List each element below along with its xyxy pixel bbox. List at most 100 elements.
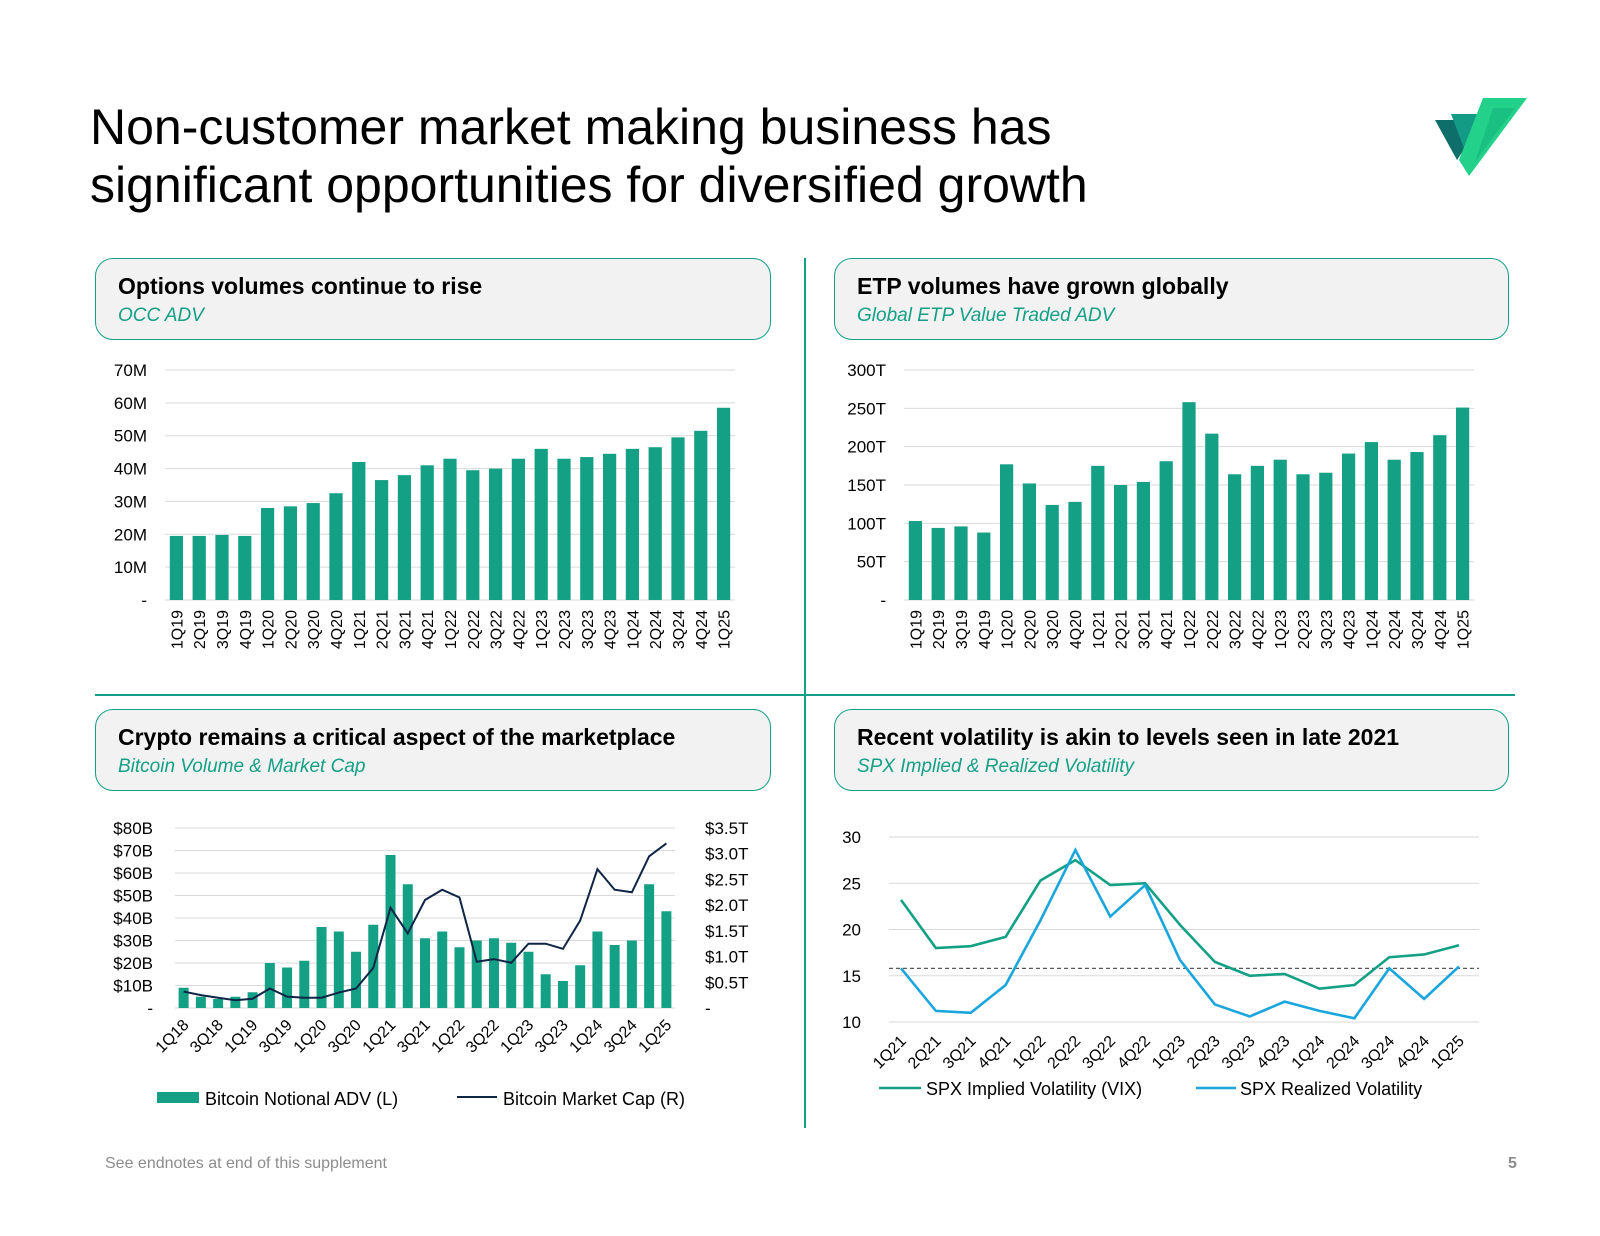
bar xyxy=(1319,472,1333,600)
x-tick-label: 2Q19 xyxy=(192,610,209,649)
bar xyxy=(1455,407,1470,600)
vertical-divider xyxy=(804,258,806,1128)
x-tick-label: 2Q23 xyxy=(557,610,574,649)
bar xyxy=(1410,452,1424,600)
x-tick-label: 3Q20 xyxy=(325,1017,365,1057)
bar xyxy=(1250,465,1265,600)
x-tick-label: 3Q21 xyxy=(394,1017,434,1057)
y-tick-label: 20M xyxy=(114,525,147,544)
x-tick-label: 1Q20 xyxy=(291,1017,331,1057)
crypto-panel-header: Crypto remains a critical aspect of the … xyxy=(95,709,771,791)
x-tick-label: 3Q19 xyxy=(954,610,971,649)
x-tick-label: 3Q22 xyxy=(463,1017,503,1057)
x-tick-label: 2Q22 xyxy=(466,610,483,649)
x-tick-label: 1Q25 xyxy=(1456,610,1473,649)
bar xyxy=(215,534,229,600)
x-tick-label: 4Q24 xyxy=(1393,1033,1433,1073)
bar xyxy=(488,938,499,1008)
y-tick-label: 40M xyxy=(114,460,147,479)
y-right-tick-label: $1.5T xyxy=(705,922,748,941)
y-left-tick-label: $30B xyxy=(113,932,153,951)
bar xyxy=(443,458,457,600)
bar xyxy=(908,521,923,600)
x-tick-label: 1Q25 xyxy=(636,1017,676,1057)
x-tick-label: 4Q21 xyxy=(420,610,437,649)
y-left-tick-label: $50B xyxy=(113,887,153,906)
options-panel-title: Options volumes continue to rise xyxy=(118,273,483,299)
y-tick-label: 50M xyxy=(114,427,147,446)
y-tick-label: 30M xyxy=(114,492,147,511)
x-tick-label: 3Q24 xyxy=(671,610,688,649)
x-tick-label: 3Q22 xyxy=(1079,1033,1119,1073)
crypto-panel-title: Crypto remains a critical aspect of the … xyxy=(118,724,676,750)
bar xyxy=(306,503,320,600)
y-left-tick-label: $60B xyxy=(113,864,153,883)
y-right-tick-label: $3.5T xyxy=(705,820,748,838)
page-number: 5 xyxy=(1508,1155,1517,1172)
y-right-tick-label: $2.5T xyxy=(705,870,748,889)
x-tick-label: 1Q24 xyxy=(567,1017,607,1057)
bar xyxy=(540,974,551,1008)
x-tick-label: 3Q20 xyxy=(1045,610,1062,649)
x-tick-label: 4Q19 xyxy=(238,610,255,649)
x-tick-label: 2Q22 xyxy=(1205,610,1222,649)
x-tick-label: 1Q19 xyxy=(908,610,925,649)
bar xyxy=(931,527,945,600)
bar xyxy=(534,448,548,600)
bar xyxy=(954,526,968,600)
x-tick-label: 3Q24 xyxy=(601,1017,641,1057)
bar xyxy=(644,884,655,1008)
x-tick-label: 1Q24 xyxy=(1289,1033,1329,1073)
bar xyxy=(385,855,396,1008)
x-tick-label: 1Q23 xyxy=(534,610,551,649)
x-tick-label: 2Q21 xyxy=(905,1033,945,1073)
x-tick-label: 3Q24 xyxy=(1358,1033,1398,1073)
x-tick-label: 1Q22 xyxy=(1182,610,1199,649)
y-right-tick-label: $0.5T xyxy=(705,973,748,992)
volatility-panel-subtitle: SPX Implied & Realized Volatility xyxy=(857,756,1135,777)
x-tick-label: 2Q23 xyxy=(1184,1033,1224,1073)
x-tick-label: 1Q19 xyxy=(169,610,186,649)
x-tick-label: 4Q24 xyxy=(1433,610,1450,649)
realized-volatility-line xyxy=(899,847,1460,1020)
bar xyxy=(333,931,344,1008)
bar xyxy=(1387,459,1401,600)
x-tick-label: 4Q23 xyxy=(1254,1033,1294,1073)
x-tick-label: 3Q21 xyxy=(397,610,414,649)
y-right-tick-label: - xyxy=(705,999,711,1018)
bar xyxy=(1113,485,1128,600)
page-title: Non-customer market making business has … xyxy=(90,98,1340,214)
options-panel-header: Options volumes continue to rise OCC ADV xyxy=(95,258,771,340)
footnote: See endnotes at end of this supplement xyxy=(105,1155,387,1172)
x-tick-label: 3Q23 xyxy=(1219,1033,1259,1073)
bar xyxy=(523,951,534,1008)
implied-volatility-line xyxy=(899,858,1460,991)
horizontal-divider xyxy=(95,694,1515,696)
x-tick-label: 3Q22 xyxy=(489,610,506,649)
x-tick-label: 2Q24 xyxy=(648,610,665,649)
y-tick-label: 70M xyxy=(114,361,147,380)
x-tick-label: 3Q24 xyxy=(1410,610,1427,649)
x-tick-label: 4Q20 xyxy=(1068,610,1085,649)
x-tick-label: 4Q23 xyxy=(603,610,620,649)
bar xyxy=(264,963,275,1008)
x-tick-label: 4Q21 xyxy=(975,1033,1015,1073)
bar xyxy=(466,470,480,600)
x-tick-label: 4Q22 xyxy=(511,610,528,649)
x-tick-label: 1Q23 xyxy=(1273,610,1290,649)
bar xyxy=(557,458,571,600)
x-tick-label: 3Q23 xyxy=(1319,610,1336,649)
x-tick-label: 3Q19 xyxy=(215,610,232,649)
x-tick-label: 2Q23 xyxy=(1296,610,1313,649)
bar xyxy=(437,931,448,1008)
x-tick-label: 1Q21 xyxy=(1091,610,1108,649)
x-tick-label: 3Q23 xyxy=(580,610,597,649)
x-tick-label: 2Q24 xyxy=(1324,1033,1364,1073)
y-left-tick-label: $10B xyxy=(113,977,153,996)
bar xyxy=(282,967,293,1008)
x-tick-label: 1Q21 xyxy=(870,1033,910,1073)
bar xyxy=(454,947,465,1008)
bar xyxy=(488,468,503,600)
x-tick-label: 2Q21 xyxy=(1114,610,1131,649)
y-tick-label: 50T xyxy=(857,553,886,572)
